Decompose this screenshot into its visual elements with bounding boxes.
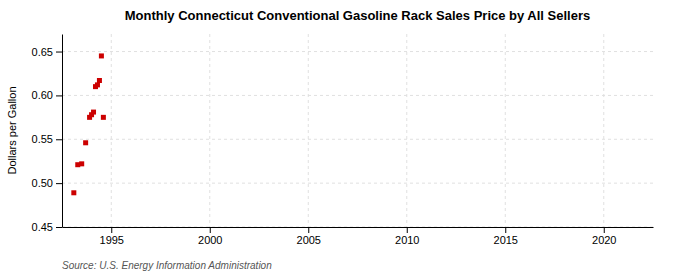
- grid-line-x: [209, 34, 210, 227]
- x-axis-tick-mark: [210, 227, 211, 233]
- x-axis-tick-mark: [111, 227, 112, 233]
- y-axis-tick-label: 0.65: [32, 46, 53, 58]
- point: [97, 78, 102, 83]
- grid-line-y: [62, 227, 653, 228]
- x-axis-line: [63, 227, 654, 228]
- y-axis-tick: 0.50: [32, 177, 62, 189]
- x-axis-tick-mark: [505, 227, 506, 233]
- y-axis-tick: 0.55: [32, 133, 62, 145]
- y-axis-tick-mark: [56, 52, 62, 53]
- y-axis-tick-label: 0.60: [32, 89, 53, 101]
- y-axis-title: Dollars per Gallon: [6, 86, 18, 174]
- grid-line-y: [62, 183, 653, 184]
- y-axis: 0.45 0.50 0.55 0.60 0.65: [32, 35, 63, 234]
- x-axis-tick-label: 2005: [297, 234, 321, 246]
- point: [83, 140, 88, 145]
- x-axis-tick: 2020: [592, 227, 616, 246]
- point: [99, 53, 104, 58]
- y-axis-tick-label: 0.50: [32, 177, 53, 189]
- y-axis-tick-label: 0.55: [32, 133, 53, 145]
- grid-line-y: [62, 139, 653, 140]
- x-axis-tick: 2005: [297, 227, 321, 246]
- title: Monthly Connecticut Conventional Gasolin…: [125, 8, 590, 23]
- grid-line-x: [505, 34, 506, 227]
- grid-line-x: [603, 34, 604, 227]
- x-axis-tick-mark: [407, 227, 408, 233]
- chart: 1995 2000 2005 2010 2015 2020 0.45 0.50 0.55 0.60…: [0, 0, 675, 275]
- point: [79, 161, 84, 166]
- y-axis-tick: 0.65: [32, 46, 62, 58]
- x-axis-tick-label: 2000: [198, 234, 222, 246]
- x-axis-tick-label: 2010: [395, 234, 419, 246]
- x-axis-tick-mark: [308, 227, 309, 233]
- y-axis-tick-label: 0.45: [32, 221, 53, 233]
- grid-line-x: [111, 34, 112, 227]
- x-axis: 1995 2000 2005 2010 2015 2020: [63, 227, 654, 246]
- x-axis-tick: 2010: [395, 227, 419, 246]
- y-axis-tick-mark: [56, 227, 62, 228]
- grid-line-y: [62, 95, 653, 96]
- y-axis-tick-mark: [56, 95, 62, 96]
- x-axis-tick: 1995: [100, 227, 124, 246]
- y-axis-tick-mark: [56, 139, 62, 140]
- x-axis-tick-label: 2020: [592, 234, 616, 246]
- x-axis-tick-label: 1995: [100, 234, 124, 246]
- plot-area: 1995 2000 2005 2010 2015 2020 0.45 0.50 0.55 0.60…: [32, 34, 654, 246]
- y-axis-tick: 0.45: [32, 221, 62, 233]
- y-axis-line: [62, 35, 63, 228]
- point: [95, 82, 100, 87]
- grid-line-x: [406, 34, 407, 227]
- grid: [62, 34, 653, 227]
- y-axis-tick: 0.60: [32, 89, 62, 101]
- x-axis-tick-label: 2015: [494, 234, 518, 246]
- grid-line-x: [308, 34, 309, 227]
- x-axis-tick: 2015: [494, 227, 518, 246]
- points: [71, 53, 106, 195]
- point: [91, 110, 96, 115]
- point: [101, 115, 106, 120]
- grid-line-y: [62, 51, 653, 52]
- annotation: Source: U.S. Energy Information Administ…: [62, 260, 272, 271]
- y-axis-tick-mark: [56, 183, 62, 184]
- point: [71, 190, 76, 195]
- x-axis-tick-mark: [604, 227, 605, 233]
- x-axis-tick: 2000: [198, 227, 222, 246]
